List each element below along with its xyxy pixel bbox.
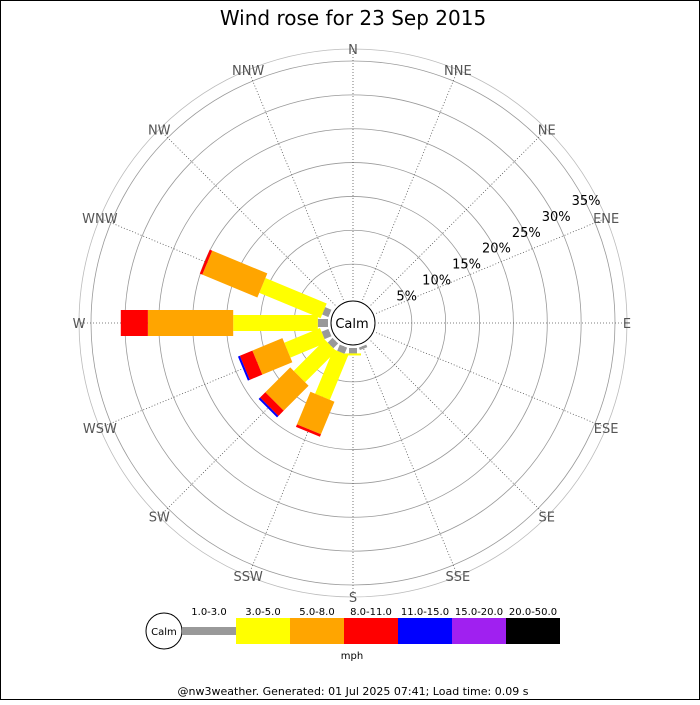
direction-label-nnw: NNW [232,64,264,79]
bar-segment [321,328,332,340]
direction-label-w: W [73,317,86,332]
bar-segment [284,328,327,358]
bars [120,249,368,437]
bar-segment [252,338,293,375]
legend-swatch [398,618,452,644]
direction-label-ese: ESE [594,422,619,437]
labels: N NNE NE ENE E ESE SE SSE S SSW SW WSW W WNW NW NNW 5% 10… [73,43,632,606]
legend-bin-label: 5.0-8.0 [299,607,334,618]
bar-segment [199,249,213,275]
legend-swatch [344,618,398,644]
radial-tick-label: 30% [542,210,571,225]
direction-label-wnw: WNW [82,212,118,227]
direction-label-se: SE [539,511,555,526]
legend-swatch [290,618,344,644]
legend: Calm 1.0-3.0 3.0-5.0 5.0-8.0 8.0-11.0 11.0-15… [145,607,560,662]
bar-segment [322,307,332,318]
direction-label-sw: SW [149,511,170,526]
legend-swatch [182,627,236,635]
calm-circle [330,300,376,346]
grid-spoke [247,69,344,301]
bar-s [345,348,361,356]
radial-tick-label: 35% [572,194,601,209]
grid-spoke [375,217,607,314]
direction-label-nw: NW [148,123,171,138]
bar-sw [258,337,339,418]
bar-segment [259,278,327,319]
bar-w [120,310,328,336]
grid-spoke [370,128,548,306]
bar-segment [120,310,148,336]
legend-bin-label: 20.0-50.0 [509,607,557,618]
direction-label-n: N [348,43,358,58]
direction-label-ne: NE [538,123,556,138]
grid-spoke [362,345,459,577]
legend-bin-label: 3.0-5.0 [245,607,280,618]
bar-segment [147,310,234,336]
bar-segment [202,250,268,298]
bar-wnw [199,249,332,319]
bar-segment [265,367,309,411]
legend-bin-label: 11.0-15.0 [401,607,449,618]
bar-ssw [295,344,349,437]
direction-label-nne: NNE [444,64,472,79]
grid-spoke [370,340,548,518]
bar-segment [293,339,337,383]
calm-label: Calm [335,317,368,332]
chart-title: Wind rose for 23 Sep 2015 [220,6,486,30]
radial-tick-label: 10% [422,274,451,289]
grid-spoke [99,217,331,314]
bar-segment [295,424,321,437]
radial-tick-label: 5% [396,289,417,304]
bar-segment [358,344,368,351]
direction-label-ene: ENE [593,212,619,227]
bar-segment [349,348,357,354]
bar-segment [337,344,348,354]
legend-bin-label: 8.0-11.0 [350,607,392,618]
legend-swatch [236,618,290,644]
legend-swatch [506,618,560,644]
legend-bin-label: 15.0-20.0 [455,607,503,618]
direction-label-wsw: WSW [83,422,117,437]
direction-label-sse: SSE [445,570,470,585]
grid-spoke [99,332,331,429]
footer-text: @nw3weather. Generated: 01 Jul 2025 07:4… [178,685,529,698]
legend-unit: mph [341,651,363,662]
grid-spoke [375,332,607,429]
grid-spoke [247,345,344,577]
bar-sse [358,344,368,351]
legend-swatch [452,618,506,644]
bar-wsw [237,328,332,381]
bar-segment [296,391,335,435]
bar-segment [317,319,328,327]
direction-label-ssw: SSW [233,570,263,585]
direction-label-e: E [623,317,631,332]
grid-ring-outer [78,48,628,598]
bar-segment [345,353,361,356]
bar-segment [258,397,279,418]
bar-segment [260,392,284,416]
legend-bin-label: 1.0-3.0 [191,607,226,618]
legend-calm-label: Calm [151,627,177,638]
bar-segment [315,349,349,400]
bar-segment [233,315,318,331]
radial-tick-label: 20% [482,242,511,257]
grid-spoke [362,69,459,301]
radial-tick-label: 25% [512,226,541,241]
direction-label-s: S [349,591,357,606]
grid-spoke [158,128,336,306]
bar-segment [237,355,250,381]
bar-segment [239,350,263,380]
bar-segment [327,337,339,349]
radial-tick-label: 15% [452,258,481,273]
grid-spoke [158,340,336,518]
